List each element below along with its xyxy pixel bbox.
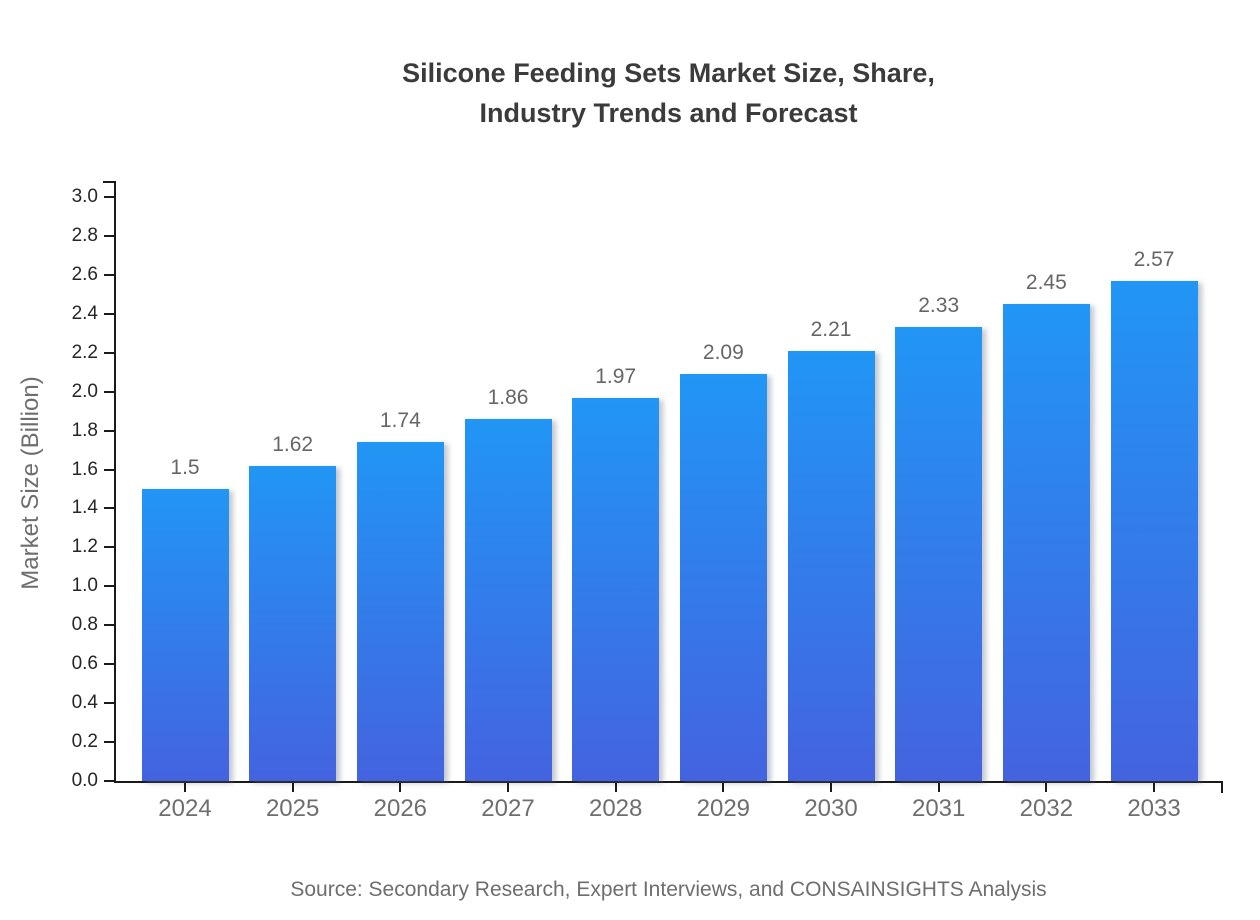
y-tick [104,741,114,744]
x-tick [291,783,294,792]
source-note: Source: Secondary Research, Expert Inter… [290,878,1047,901]
bar [787,350,875,781]
y-tick-label: 2.4 [71,302,98,324]
y-axis-top-cap [103,181,114,183]
x-tick-label: 2027 [481,795,535,822]
y-tick-label: 3.0 [71,186,98,207]
y-tick-label: 2.2 [71,341,98,363]
y-tick-label: 1.6 [71,458,98,480]
bar-value-label: 2.33 [918,294,960,318]
y-tick-label: 0.4 [71,692,98,714]
x-tick [1153,783,1156,792]
x-tick-label: 2026 [373,795,428,822]
bar-value-label: 2.09 [702,341,744,365]
bar-value-label: 1.97 [595,364,637,388]
x-tick-label: 2033 [1127,795,1181,822]
y-tick [104,429,114,432]
y-tick-label: 0.0 [71,770,98,791]
y-tick-label: 2.8 [71,224,98,246]
y-tick [104,273,114,276]
x-axis-right-cap [1221,781,1223,793]
bar [249,465,337,781]
x-tick-label: 2032 [1019,795,1074,822]
x-tick-label: 2029 [696,795,751,822]
x-tick [830,783,833,792]
bar [1110,280,1198,781]
y-tick-label: 1.8 [71,419,98,441]
x-axis-spine [114,781,1223,783]
x-tick-label: 2031 [911,795,966,822]
y-tick-label: 2.6 [71,263,98,285]
x-tick-label: 2030 [804,795,858,822]
x-tick [722,783,725,792]
x-tick [399,783,402,792]
x-tick [507,783,509,792]
bar [1002,304,1090,781]
x-tick-label: 2024 [158,795,212,822]
y-tick [104,624,114,627]
bar-value-label: 2.45 [1025,271,1067,295]
chart-title: Silicone Feeding Sets Market Size, Share… [115,53,1222,133]
y-tick [104,196,114,198]
bar-value-label: 1.74 [379,409,421,433]
x-tick [614,783,617,792]
bar [895,327,983,781]
x-tick [1045,783,1048,792]
y-tick [104,234,114,237]
y-tick [104,546,114,549]
y-tick-label: 0.6 [71,653,98,675]
bar-value-label: 1.5 [170,456,200,479]
chart-title-line-2: Industry Trends and Forecast [479,98,858,128]
bar [572,397,660,781]
bar-value-label: 2.21 [810,317,852,341]
x-tick-label: 2028 [588,795,643,822]
y-tick [104,312,114,315]
bar-value-label: 2.57 [1133,247,1175,271]
y-tick-label: 1.0 [71,575,98,597]
x-tick [184,783,186,792]
chart-title-line-1: Silicone Feeding Sets Market Size, Share… [402,58,935,88]
x-tick-label: 2025 [265,795,320,822]
y-tick [104,780,114,782]
y-tick [104,507,114,510]
bar-value-label: 1.86 [487,385,529,409]
bar [464,418,552,781]
y-tick-label: 1.4 [71,497,98,519]
y-tick [104,468,114,471]
y-tick-label: 2.0 [71,380,98,402]
bar [356,442,444,781]
y-tick-label: 0.2 [71,731,98,753]
y-tick [104,585,114,588]
y-tick [104,663,114,666]
bar [141,489,229,781]
y-tick [104,351,114,354]
bar-value-label: 1.62 [272,432,314,456]
y-tick-label: 1.2 [71,536,98,558]
y-tick-label: 0.8 [71,614,98,636]
y-tick [104,702,114,705]
x-tick [937,783,940,792]
y-tick [104,390,114,393]
y-axis-spine [114,181,116,783]
bar [679,374,767,781]
